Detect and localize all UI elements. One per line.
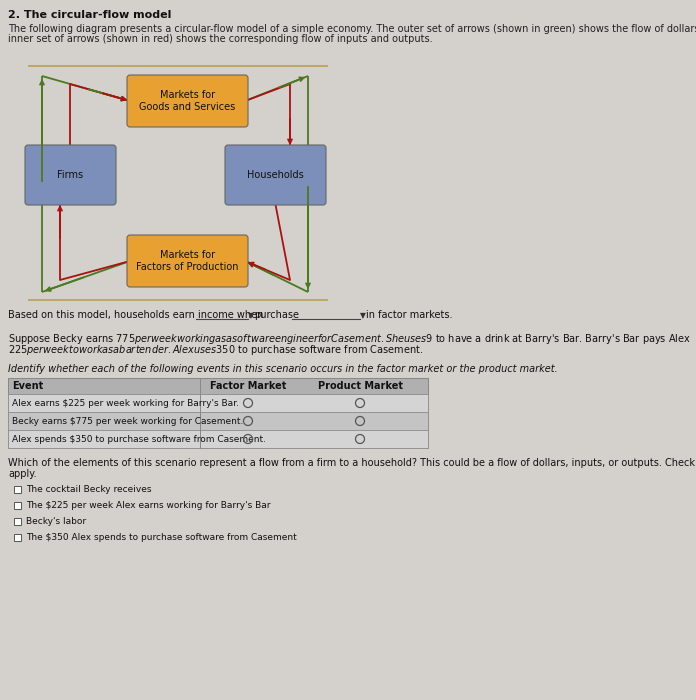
Text: Becky's labor: Becky's labor (26, 517, 86, 526)
FancyBboxPatch shape (127, 75, 248, 127)
FancyBboxPatch shape (14, 486, 21, 493)
Text: in factor markets.: in factor markets. (366, 310, 452, 320)
Text: ▼: ▼ (360, 311, 366, 320)
Text: Suppose Becky earns $775 per week working as a software engineer for Casement. S: Suppose Becky earns $775 per week workin… (8, 332, 691, 346)
Text: Factor Market: Factor Market (209, 381, 286, 391)
FancyBboxPatch shape (14, 502, 21, 509)
Text: Alex spends $350 to purchase software from Casement.: Alex spends $350 to purchase software fr… (12, 435, 266, 444)
Text: Based on this model, households earn income when: Based on this model, households earn inc… (8, 310, 263, 320)
Text: Firms: Firms (58, 170, 84, 180)
Text: Alex earns $225 per week working for Barry's Bar.: Alex earns $225 per week working for Bar… (12, 398, 239, 407)
FancyBboxPatch shape (8, 394, 428, 412)
Text: inner set of arrows (shown in red) shows the corresponding flow of inputs and ou: inner set of arrows (shown in red) shows… (8, 34, 433, 44)
FancyBboxPatch shape (8, 378, 428, 394)
Text: Households: Households (247, 170, 304, 180)
FancyBboxPatch shape (25, 145, 116, 205)
FancyBboxPatch shape (225, 145, 326, 205)
Text: The $350 Alex spends to purchase software from Casement: The $350 Alex spends to purchase softwar… (26, 533, 296, 542)
Text: Event: Event (12, 381, 43, 391)
FancyBboxPatch shape (8, 378, 428, 448)
Text: Markets for
Goods and Services: Markets for Goods and Services (139, 90, 236, 112)
FancyBboxPatch shape (14, 534, 21, 541)
FancyBboxPatch shape (8, 412, 428, 430)
FancyBboxPatch shape (14, 518, 21, 525)
Text: The following diagram presents a circular-flow model of a simple economy. The ou: The following diagram presents a circula… (8, 24, 696, 34)
FancyBboxPatch shape (127, 235, 248, 287)
Text: Markets for
Factors of Production: Markets for Factors of Production (136, 250, 239, 272)
Text: apply.: apply. (8, 469, 37, 479)
Text: purchase: purchase (254, 310, 299, 320)
Text: Identify whether each of the following events in this scenario occurs in the fac: Identify whether each of the following e… (8, 364, 557, 374)
Text: Becky earns $775 per week working for Casement.: Becky earns $775 per week working for Ca… (12, 416, 244, 426)
Text: $225 per week to work as a bartender. Alex uses $350 to purchase software from C: $225 per week to work as a bartender. Al… (8, 343, 423, 357)
Text: ▼: ▼ (248, 311, 254, 320)
Text: Which of the elements of this scenario represent a flow from a firm to a househo: Which of the elements of this scenario r… (8, 458, 696, 468)
Text: The cocktail Becky receives: The cocktail Becky receives (26, 485, 152, 494)
Text: Product Market: Product Market (317, 381, 402, 391)
FancyBboxPatch shape (8, 430, 428, 448)
Text: 2. The circular-flow model: 2. The circular-flow model (8, 10, 171, 20)
Text: The $225 per week Alex earns working for Barry's Bar: The $225 per week Alex earns working for… (26, 501, 271, 510)
